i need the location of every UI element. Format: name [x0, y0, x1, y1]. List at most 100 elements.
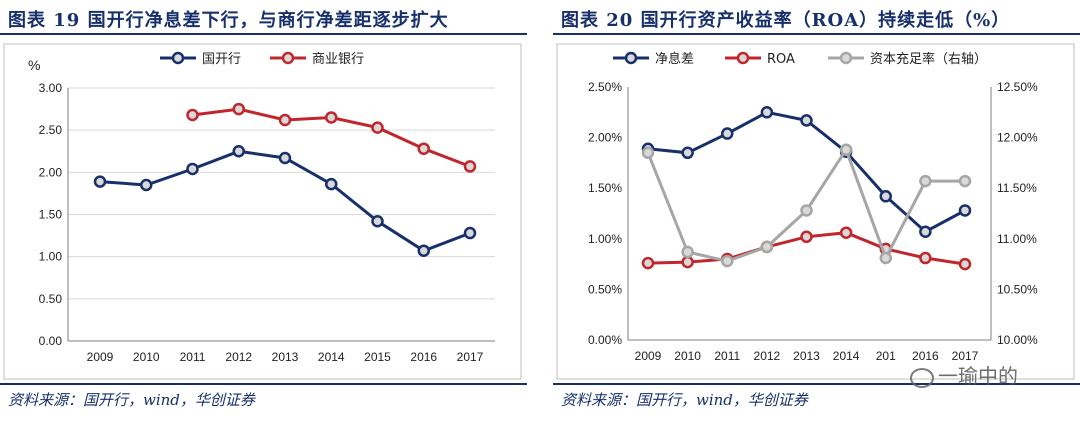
data-point [919, 251, 932, 265]
x-tick-label: 201 [876, 349, 896, 363]
x-tick-label: 2011 [180, 350, 206, 364]
y-tick-label: 0.00 [39, 334, 63, 348]
source-divider [553, 383, 1080, 385]
data-point [641, 146, 655, 160]
y-tick-label: 1.00% [588, 232, 622, 246]
series-line-0 [99, 149, 471, 253]
chart-panel-right: 图表 20 国开行资产收益率（ROA）持续走低（%） 0.00% 0.50% 1.0… [553, 0, 1080, 422]
x-tick-label: 2016 [912, 349, 939, 363]
x-tick-label: 2013 [793, 349, 820, 363]
data-point [232, 145, 245, 158]
y-tick-label: 1.50% [588, 181, 622, 195]
title-divider [0, 33, 527, 35]
y-tick-label: 0.00% [588, 333, 622, 347]
data-point [879, 251, 892, 265]
x-tick-label: 2014 [318, 350, 345, 364]
data-point [958, 257, 972, 271]
y-tick-label: 1.50 [39, 208, 63, 222]
x-tick-label: 2010 [674, 349, 701, 363]
legend-swatch-marker [281, 51, 295, 65]
watermark-text: 一瑜中的 [938, 364, 1018, 388]
data-point [371, 214, 384, 228]
data-point [278, 151, 292, 165]
y-axis-unit: % [28, 57, 40, 73]
data-point [681, 146, 694, 160]
data-point [325, 177, 338, 191]
data-point [760, 240, 774, 254]
y-tick-label: 3.00 [39, 81, 63, 95]
roa-chart: 0.00% 0.50% 1.00% 1.50% 2.00% 2.50% 10.00% 10.5… [556, 43, 1075, 380]
y2-tick-label: 12.00% [997, 131, 1038, 145]
data-point [760, 106, 774, 119]
data-point [93, 175, 107, 188]
legend-swatch-marker [736, 51, 750, 65]
net-interest-margin-chart: 0.00 0.50 1.00 1.50 2.00 2.50 3.00 2009 2010 2011… [3, 43, 522, 380]
y2-tick-label: 11.00% [997, 232, 1037, 246]
legend-swatch-marker [839, 51, 853, 65]
data-point [140, 178, 153, 192]
x-tick-label: 2017 [952, 349, 979, 363]
data-point [463, 226, 477, 240]
source-note: 资料来源：国开行，wind，华创证券 [561, 391, 808, 409]
data-point [958, 204, 972, 217]
data-point [232, 102, 245, 116]
x-tick-label: 2009 [87, 350, 114, 364]
y2-tick-label: 12.50% [997, 80, 1038, 94]
x-tick-label: 2016 [410, 350, 437, 364]
legend-swatch-marker [171, 51, 185, 65]
data-point [800, 114, 813, 127]
y-tick-label: 1.00 [39, 250, 63, 264]
data-point [641, 256, 655, 270]
y2-tick-label: 10.50% [997, 282, 1038, 296]
legend-label: 商业银行 [312, 52, 364, 67]
data-point [839, 226, 853, 239]
chart-frame [3, 43, 522, 380]
data-point [919, 174, 932, 188]
y-tick-label: 2.50% [588, 80, 622, 94]
data-point [721, 127, 734, 140]
x-tick-label: 2012 [754, 349, 781, 363]
title-divider [553, 33, 1080, 35]
data-point [958, 174, 972, 188]
x-tick-label: 2013 [272, 350, 299, 364]
chart-frame [556, 43, 1075, 380]
legend-label: 净息差 [655, 51, 694, 67]
data-point [681, 255, 694, 269]
data-point [417, 244, 430, 258]
legend-label: 国开行 [202, 52, 241, 67]
data-point [186, 108, 199, 122]
watermark: 一瑜中的 [910, 360, 1018, 389]
y-tick-label: 2.00% [588, 131, 622, 145]
x-tick-label: 2014 [833, 349, 860, 363]
wechat-icon [910, 367, 934, 388]
x-tick-label: 2012 [225, 350, 252, 364]
data-point [919, 225, 932, 238]
data-point [800, 204, 813, 217]
y2-tick-label: 10.00% [997, 333, 1038, 347]
y-tick-label: 0.50% [588, 282, 622, 296]
data-point [325, 111, 338, 124]
source-divider [0, 383, 527, 385]
y-tick-label: 0.50 [39, 292, 63, 306]
data-point [879, 190, 892, 203]
source-note: 资料来源：国开行，wind，华创证券 [8, 391, 255, 409]
legend-label: 资本充足率（右轴） [870, 51, 987, 67]
x-tick-label: 2010 [133, 350, 160, 364]
data-point [681, 245, 694, 259]
x-tick-label: 2015 [364, 350, 391, 364]
data-point [417, 142, 430, 155]
x-tick-label: 2011 [714, 349, 740, 363]
data-point [463, 160, 477, 173]
y-tick-label: 2.50 [39, 123, 63, 137]
chart-panel-left: 图表 19 国开行净息差下行，与商行净差距逐步扩大 0.00 0.50 1.00 1.… [0, 0, 527, 422]
legend-swatch-marker [624, 51, 638, 65]
data-point [278, 113, 292, 127]
data-point [371, 121, 384, 134]
x-tick-label: 2017 [457, 350, 484, 364]
chart-title: 图表 19 国开行净息差下行，与商行净差距逐步扩大 [8, 10, 449, 31]
x-tick-label: 2009 [635, 349, 662, 363]
legend-label: ROA [767, 52, 795, 67]
data-point [800, 230, 813, 244]
y-tick-label: 2.00 [39, 165, 63, 179]
data-point [721, 254, 734, 268]
